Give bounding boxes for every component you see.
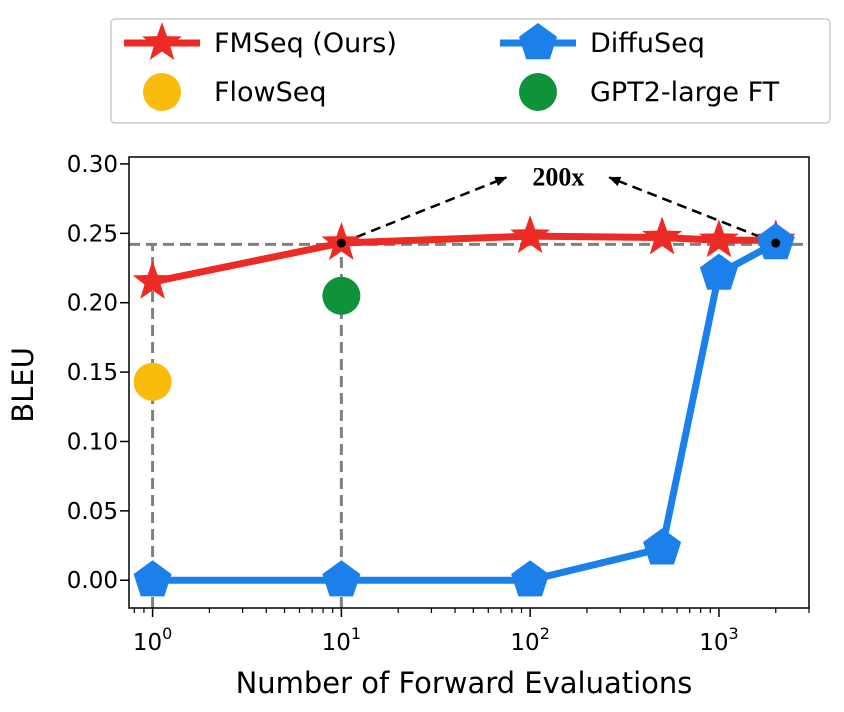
- y-tick-label: 0.05: [67, 499, 118, 525]
- x-axis: 100 101 102 103: [133, 608, 810, 656]
- x-tick-label: 101: [322, 624, 361, 656]
- point-diffuseq: [322, 560, 361, 597]
- point-gpt2-large-ft: [322, 276, 361, 315]
- point-diffuseq: [699, 253, 738, 290]
- series-lines: [151, 232, 778, 584]
- legend-label: FlowSeq: [214, 77, 327, 108]
- point-diffuseq: [133, 560, 172, 597]
- legend-marker: [143, 73, 181, 111]
- legend-marker: [519, 23, 557, 60]
- y-tick-label: 0.20: [67, 291, 118, 317]
- series-line-diffuseq: [152, 239, 778, 584]
- point-fmseq-ours: [699, 219, 739, 258]
- y-tick-label: 0.00: [67, 568, 118, 594]
- legend-label: FMSeq (Ours): [214, 28, 397, 59]
- point-fmseq-ours: [642, 216, 683, 255]
- legend: FMSeq (Ours) DiffuSeq FlowSeq GPT2-large FT: [110, 18, 831, 124]
- x-tick-label: 102: [510, 624, 549, 656]
- reference-lines: [129, 242, 809, 608]
- x-tick-label: 103: [699, 624, 738, 656]
- annotation-endpoint: [336, 238, 346, 248]
- annotation-label: 200x: [532, 162, 584, 191]
- y-tick-label: 0.10: [67, 429, 118, 455]
- y-tick-label: 0.30: [67, 152, 118, 178]
- legend-label: DiffuSeq: [590, 28, 705, 59]
- plot-area: 200x 100 101 102 103 0.000.050.100.150.200.…: [67, 152, 810, 656]
- point-diffuseq: [643, 528, 682, 565]
- plot-frame: [128, 156, 810, 609]
- legend-item-fmseq-ours: FMSeq (Ours): [124, 22, 397, 60]
- point-flowseq: [133, 362, 172, 401]
- legend-item-gpt2-large-ft: GPT2-large FT: [519, 73, 780, 111]
- legend-marker: [519, 73, 557, 111]
- point-diffuseq: [511, 560, 550, 597]
- point-fmseq-ours: [510, 215, 551, 254]
- data-markers: [132, 215, 796, 597]
- x-tick-label: 100: [133, 624, 172, 656]
- annotation-endpoint: [771, 238, 781, 248]
- legend-item-flowseq: FlowSeq: [143, 73, 327, 111]
- annotation-arrow-right: [608, 176, 777, 245]
- annotation-arrow-left: [340, 176, 508, 245]
- legend-frame: [110, 18, 831, 124]
- y-axis: 0.00 0.05 0.10 0.15 0.20 0.25 0.30: [67, 152, 129, 594]
- y-tick-label: 0.15: [67, 360, 118, 386]
- legend-label: GPT2-large FT: [590, 77, 780, 108]
- point-fmseq-ours: [132, 260, 173, 299]
- y-axis-label: BLEU: [6, 347, 40, 423]
- annotation-200x: 200x: [340, 162, 777, 245]
- legend-item-diffuseq: DiffuSeq: [500, 23, 705, 60]
- y-tick-label: 0.25: [67, 221, 118, 247]
- x-axis-label: Number of Forward Evaluations: [236, 666, 693, 700]
- legend-marker: [142, 22, 182, 60]
